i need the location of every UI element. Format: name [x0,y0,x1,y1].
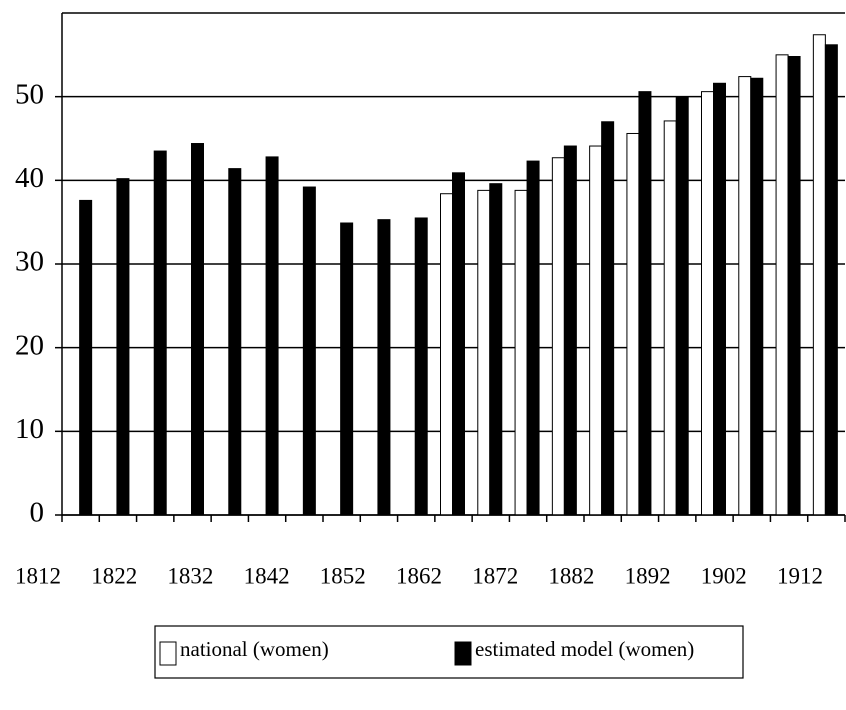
y-tick-label: 30 [15,246,44,278]
bar [477,189,491,516]
bar [526,160,540,516]
bar [228,168,242,516]
bar [675,96,689,516]
bar [153,150,167,516]
bar [775,54,789,516]
bar [787,56,801,516]
x-tick-label: 1902 [701,563,747,588]
bar [563,145,577,516]
bar [638,91,652,516]
bar [663,120,677,516]
bar [440,193,453,516]
x-tick-label: 1892 [625,563,671,588]
legend-box [154,625,744,679]
bar [452,172,465,516]
x-tick-label: 1862 [396,563,442,588]
y-tick-label: 10 [15,413,44,445]
bar [79,199,93,516]
bar [589,145,603,516]
x-tick-label: 1822 [91,563,137,588]
bar [340,222,354,516]
bar [738,76,752,516]
y-tick-label: 50 [15,78,44,110]
bar [812,34,826,516]
bar [750,77,764,516]
legend-swatch [454,641,472,666]
bar [265,156,279,516]
x-tick-label: 1872 [472,563,518,588]
x-tick-label: 1852 [320,563,366,588]
bar [116,178,130,516]
legend-swatch [159,641,177,666]
bar [302,186,316,516]
bar [626,132,640,516]
bar [824,44,838,516]
y-tick-label: 0 [30,497,45,529]
x-tick-label: 1832 [167,563,213,588]
x-tick-label: 1912 [777,563,823,588]
x-tick-label: 1812 [15,563,61,588]
x-tick-label: 1842 [244,563,290,588]
bar [377,219,391,516]
y-tick-label: 20 [15,329,44,361]
x-tick-label: 1882 [548,563,594,588]
legend-label: estimated model (women) [475,637,694,661]
bar [701,91,714,516]
bar [601,121,615,516]
y-tick-label: 40 [15,162,44,194]
legend-label: national (women) [180,637,329,661]
bar [514,189,528,516]
bar [414,217,428,516]
bar [191,143,204,516]
bar [489,183,503,516]
bar [551,157,565,516]
bar [713,82,726,516]
